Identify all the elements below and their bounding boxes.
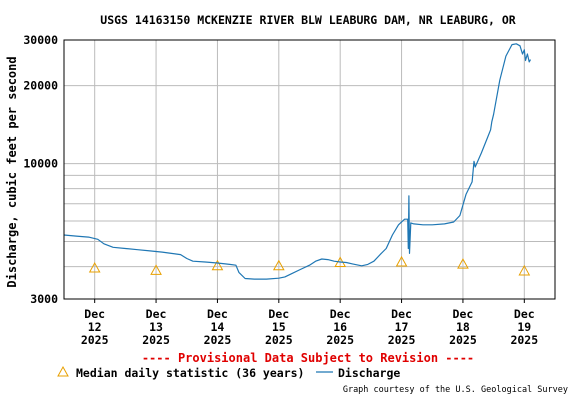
x-tick-year: 2025 [388,333,416,347]
x-tick-month: Dec [84,307,105,321]
y-tick-label: 3000 [30,292,58,306]
legend: Median daily statistic (36 years) Discha… [57,365,400,380]
provisional-notice: ---- Provisional Data Subject to Revisio… [142,351,474,365]
median-marker [395,255,408,267]
x-tick-labels: Dec122025Dec132025Dec142025Dec152025Dec1… [81,299,538,347]
x-tick-year: 2025 [142,333,170,347]
grid-layer [64,39,555,300]
x-tick-year: 2025 [81,333,109,347]
x-tick-month: Dec [391,307,412,321]
median-marker [457,258,469,269]
x-tick-month: Dec [146,307,167,321]
y-tick-label: 30000 [23,33,58,47]
y-tick-label: 20000 [23,79,58,93]
x-tick-year: 2025 [204,333,232,347]
x-tick-month: Dec [453,307,474,321]
median-marker [211,259,224,271]
discharge-line [63,43,532,280]
chart-title: USGS 14163150 MCKENZIE RIVER BLW LEABURG… [100,13,515,27]
plot-area-border [63,39,556,300]
series-layer [63,43,532,280]
median-marker [88,262,101,273]
median-marker [272,259,285,271]
x-tick-day: 18 [456,320,470,334]
y-tick-label: 10000 [23,157,58,171]
y-axis-label: Discharge, cubic feet per second [5,56,19,287]
legend-median-marker-icon [57,365,69,377]
x-tick-year: 2025 [326,333,354,347]
x-tick-year: 2025 [449,333,477,347]
credit-text: Graph courtesy of the U.S. Geological Su… [343,385,568,395]
x-tick-day: 19 [517,320,531,334]
legend-median-label: Median daily statistic (36 years) [76,366,304,380]
x-tick-day: 16 [333,320,347,334]
x-tick-month: Dec [207,307,228,321]
y-tick-labels: 3000 10000 20000 30000 [23,33,58,306]
x-tick-day: 15 [272,320,286,334]
x-tick-day: 14 [211,320,225,334]
x-tick-day: 17 [395,320,409,334]
x-tick-day: 13 [149,320,163,334]
legend-discharge-label: Discharge [338,366,400,380]
median-marker [150,264,162,275]
x-tick-month: Dec [330,307,351,321]
x-tick-year: 2025 [265,333,293,347]
median-marker [518,264,531,276]
x-tick-month: Dec [268,307,289,321]
x-tick-day: 12 [88,320,102,334]
x-tick-year: 2025 [510,333,538,347]
x-tick-month: Dec [514,307,535,321]
